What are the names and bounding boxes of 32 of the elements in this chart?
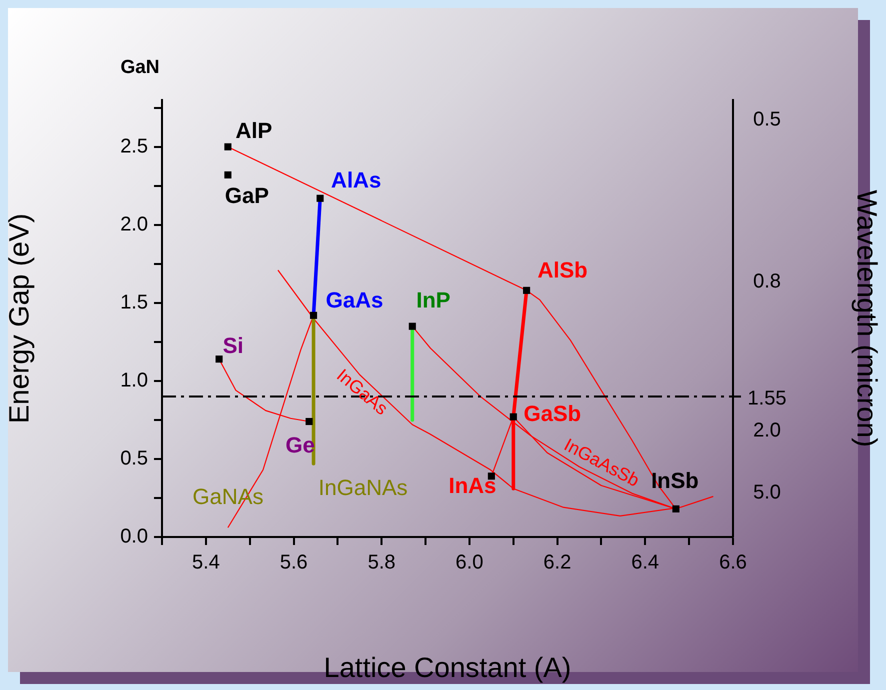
text: 0.8	[753, 270, 781, 294]
annotation: InP	[416, 287, 450, 312]
annotation: GaSb	[524, 400, 582, 426]
x-tick-label: 6.2	[543, 552, 572, 574]
y-tick-label: 2.0	[120, 213, 148, 236]
text: GaN	[120, 57, 160, 79]
x-tick-label: 6.6	[719, 552, 747, 574]
y-tick-label: 0.0	[120, 526, 148, 548]
annotation: Si	[222, 333, 244, 358]
x-tick-label: 5.6	[280, 552, 308, 574]
y-tick-label: 1.0	[120, 369, 148, 392]
annotation: AlP	[236, 118, 272, 143]
y-tick-label: 1.5	[120, 291, 148, 314]
text: 0.5	[753, 108, 781, 132]
x-tick-label: 6.4	[631, 552, 660, 574]
annotation: GaAs	[326, 287, 384, 312]
annotation: AlSb	[538, 257, 588, 282]
annotation: InAs	[448, 473, 496, 498]
x-tick-label: 5.8	[368, 552, 396, 574]
x-axis-title: Lattice Constant (A)	[324, 652, 572, 683]
text: 5.0	[753, 482, 781, 504]
y-tick-label: 0.5	[120, 447, 148, 470]
text: 2.0	[753, 420, 781, 442]
y-axis-title: Energy Gap (eV)	[4, 213, 35, 424]
annotation: InGaNAs	[318, 475, 408, 501]
x-tick-label: 5.4	[192, 552, 220, 574]
y2-axis-title: Wavelength (micron)	[851, 190, 882, 448]
x-tick-label: 6.0	[456, 552, 484, 574]
text: 1.55	[748, 388, 786, 410]
annotation: GaP	[224, 182, 269, 208]
y-tick-label: 2.5	[120, 135, 148, 158]
annotation: AlAs	[331, 167, 382, 192]
